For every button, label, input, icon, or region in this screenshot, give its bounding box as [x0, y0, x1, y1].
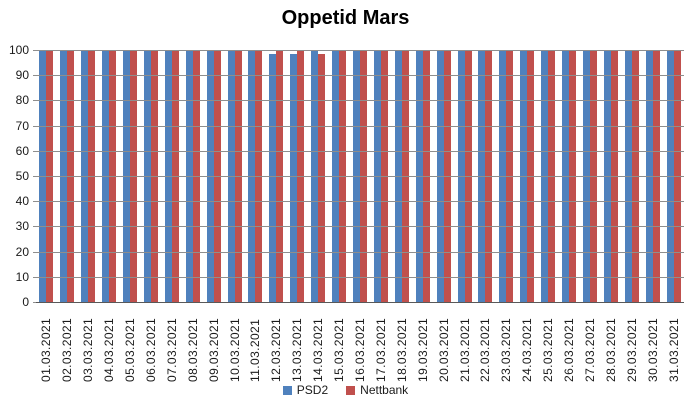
y-axis-label-90: 90	[15, 68, 29, 83]
x-axis-line	[36, 302, 684, 303]
x-axis-label-24.03.2021: 24.03.2021	[520, 317, 535, 382]
y-tick-mark	[33, 75, 36, 77]
x-axis-label-20.03.2021: 20.03.2021	[436, 317, 451, 382]
x-axis-label-22.03.2021: 22.03.2021	[478, 317, 493, 382]
legend-label-nettbank: Nettbank	[360, 383, 409, 397]
y-axis-label-20: 20	[15, 244, 29, 259]
x-axis-label-05.03.2021: 05.03.2021	[123, 317, 138, 382]
x-axis-label-29.03.2021: 29.03.2021	[624, 317, 639, 382]
y-tick-mark	[33, 125, 36, 127]
legend-item-nettbank: Nettbank	[346, 383, 408, 397]
plot-area	[36, 50, 684, 302]
gridline-50	[36, 176, 684, 177]
y-axis-label-10: 10	[15, 269, 29, 284]
x-axis-label-16.03.2021: 16.03.2021	[353, 317, 367, 382]
x-axis-label-28.03.2021: 28.03.2021	[603, 317, 618, 382]
gridline-100	[36, 50, 684, 51]
y-axis-label-80: 80	[15, 93, 29, 108]
legend-item-psd2: PSD2	[282, 383, 329, 397]
x-axis-label-13.03.2021: 13.03.2021	[290, 317, 305, 382]
y-axis-label-40: 40	[15, 194, 29, 209]
x-axis-label-21.03.2021: 21.03.2021	[457, 317, 472, 382]
x-axis-label-03.03.2021: 03.03.2021	[81, 317, 96, 382]
gridline-80	[36, 100, 684, 102]
nettbank-legend-swatch	[346, 385, 356, 395]
gridline-40	[36, 201, 684, 203]
legend: PSD2 Nettbank	[0, 383, 691, 397]
x-axis-label-27.03.2021: 27.03.2021	[582, 317, 597, 382]
gridline-90	[36, 75, 684, 77]
y-tick-mark	[33, 226, 36, 228]
x-axis-label-17.03.2021: 17.03.2021	[373, 317, 388, 382]
gridline-30	[36, 226, 684, 228]
gridline-70	[36, 125, 684, 127]
x-axis-label-14.03.2021: 14.03.2021	[311, 317, 326, 382]
bar-psd2-13.03.2021	[290, 53, 298, 302]
y-tick-mark	[33, 100, 36, 102]
x-axis-label-31.03.2021: 31.03.2021	[666, 317, 681, 382]
y-axis-label-100: 100	[8, 43, 29, 57]
y-axis-label-30: 30	[15, 219, 29, 234]
y-axis-label-0: 0	[22, 295, 29, 309]
x-axis-label-07.03.2021: 07.03.2021	[164, 317, 179, 382]
bar-psd2-12.03.2021	[269, 53, 277, 302]
x-axis-label-15.03.2021: 15.03.2021	[332, 317, 347, 382]
chart-title: Oppetid Mars	[281, 7, 410, 29]
x-axis-label-09.03.2021: 09.03.2021	[206, 317, 221, 382]
y-axis-label-70: 70	[15, 118, 29, 133]
x-axis-label-26.03.2021: 26.03.2021	[562, 317, 577, 382]
y-tick-mark	[33, 251, 36, 253]
x-axis-label-23.03.2021: 23.03.2021	[499, 317, 514, 382]
gridline-20	[36, 251, 684, 253]
x-axis-label-19.03.2021: 19.03.2021	[415, 317, 430, 382]
x-axis-label-04.03.2021: 04.03.2021	[102, 317, 117, 382]
x-axis-label-02.03.2021: 02.03.2021	[60, 317, 75, 382]
x-axis-label-12.03.2021: 12.03.2021	[269, 317, 284, 382]
x-axis-label-25.03.2021: 25.03.2021	[541, 317, 556, 382]
y-tick-mark	[33, 276, 36, 278]
x-axis-label-01.03.2021: 01.03.2021	[39, 317, 54, 382]
x-axis-label-08.03.2021: 08.03.2021	[185, 317, 200, 382]
y-tick-mark	[33, 150, 36, 152]
gridline-60	[36, 150, 684, 152]
gridline-10	[36, 276, 684, 278]
x-axis-label-06.03.2021: 06.03.2021	[143, 317, 158, 382]
x-axis-label-11.03.2021: 11.03.2021	[248, 318, 263, 382]
x-axis-label-10.03.2021: 10.03.2021	[227, 317, 242, 382]
x-axis-label-18.03.2021: 18.03.2021	[394, 317, 409, 382]
y-tick-mark	[33, 50, 36, 51]
y-tick-mark	[33, 201, 36, 203]
legend-label-psd2: PSD2	[296, 383, 329, 397]
x-axis-label-30.03.2021: 30.03.2021	[645, 317, 660, 382]
bar-nettbank-14.03.2021	[318, 53, 326, 302]
psd2-legend-swatch	[282, 385, 292, 395]
y-tick-mark	[33, 176, 36, 177]
y-axis-label-60: 60	[15, 143, 29, 158]
y-tick-mark	[33, 302, 36, 303]
y-axis-label-50: 50	[15, 169, 29, 183]
